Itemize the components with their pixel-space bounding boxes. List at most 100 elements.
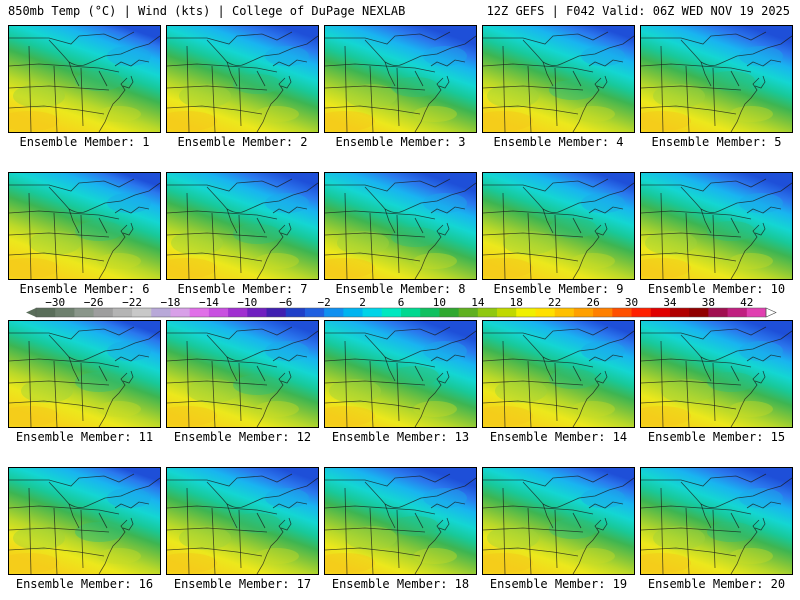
ensemble-member-label: Ensemble Member: 14: [489, 430, 628, 444]
temperature-map: [9, 321, 160, 427]
colorbar-swatch: [420, 308, 440, 317]
colorbar-tick-label: −30: [45, 296, 65, 309]
colorbar-swatch: [208, 308, 229, 317]
colorbar-swatch: [727, 308, 748, 317]
ensemble-map-panel: [482, 320, 635, 428]
colorbar-swatch: [477, 308, 498, 317]
colorbar-swatch: [516, 308, 536, 317]
colorbar-tick-label: −14: [199, 296, 219, 309]
temperature-map: [641, 468, 792, 574]
colorbar-swatch: [593, 308, 613, 317]
colorbar-tick-label: 22: [548, 296, 561, 309]
colorbar-swatch: [631, 308, 652, 317]
colorbar-swatch: [381, 308, 402, 317]
temperature-map: [9, 173, 160, 279]
colorbar-tick-label: −2: [318, 296, 331, 309]
colorbar-swatch: [170, 308, 191, 317]
colorbar-swatch: [247, 308, 268, 317]
ensemble-map-panel: [324, 172, 477, 280]
colorbar-swatch: [189, 308, 210, 317]
ensemble-member-label: Ensemble Member: 9: [493, 282, 624, 296]
colorbar-tick-label: 30: [625, 296, 638, 309]
ensemble-map-panel: [482, 172, 635, 280]
ensemble-member-label: Ensemble Member: 8: [335, 282, 466, 296]
ensemble-map-panel: [640, 172, 793, 280]
ensemble-member-label: Ensemble Member: 11: [15, 430, 154, 444]
colorbar-swatch: [554, 308, 575, 317]
ensemble-member-label: Ensemble Member: 1: [19, 135, 150, 149]
temperature-map: [483, 26, 634, 132]
ensemble-map-panel: [166, 25, 319, 133]
ensemble-map-panel: [166, 320, 319, 428]
temperature-map: [483, 173, 634, 279]
ensemble-member-label: Ensemble Member: 3: [335, 135, 466, 149]
temperature-map: [9, 26, 160, 132]
colorbar-tick-label: 42: [740, 296, 753, 309]
ensemble-map-panel: [166, 172, 319, 280]
colorbar-swatch: [132, 308, 152, 317]
temperature-map: [483, 468, 634, 574]
colorbar-tick-label: 6: [398, 296, 405, 309]
ensemble-map-panel: [640, 25, 793, 133]
ensemble-member-label: Ensemble Member: 18: [331, 577, 470, 591]
colorbar-swatch: [573, 308, 594, 317]
ensemble-map-panel: [8, 320, 161, 428]
ensemble-member-label: Ensemble Member: 20: [647, 577, 786, 591]
ensemble-member-label: Ensemble Member: 6: [19, 282, 150, 296]
colorbar-swatch: [689, 308, 709, 317]
ensemble-map-panel: [640, 320, 793, 428]
ensemble-member-label: Ensemble Member: 2: [177, 135, 308, 149]
temperature-map: [167, 468, 318, 574]
colorbar-swatch: [497, 308, 517, 317]
colorbar-swatch: [650, 308, 671, 317]
temperature-map: [167, 26, 318, 132]
ensemble-member-label: Ensemble Member: 10: [647, 282, 786, 296]
ensemble-member-label: Ensemble Member: 5: [651, 135, 782, 149]
ensemble-member-label: Ensemble Member: 16: [15, 577, 154, 591]
map-title: 850mb Temp (°C) | Wind (kts) | College o…: [8, 4, 406, 18]
colorbar-swatch: [669, 308, 690, 317]
ensemble-map-panel: [482, 467, 635, 575]
colorbar-tick-label: 14: [471, 296, 485, 309]
ensemble-map-panel: [166, 467, 319, 575]
ensemble-member-label: Ensemble Member: 12: [173, 430, 312, 444]
colorbar-swatch: [74, 308, 95, 317]
colorbar-tick-label: −18: [161, 296, 181, 309]
temperature-map: [325, 468, 476, 574]
colorbar-tick-label: 26: [586, 296, 599, 309]
colorbar-swatch: [458, 308, 479, 317]
ensemble-member-label: Ensemble Member: 7: [177, 282, 308, 296]
temperature-map: [325, 26, 476, 132]
ensemble-map-panel: [8, 172, 161, 280]
colorbar-swatch: [343, 308, 364, 317]
temperature-map: [641, 173, 792, 279]
colorbar-swatch: [93, 308, 114, 317]
colorbar-swatch: [151, 308, 171, 317]
colorbar-tick-label: 2: [359, 296, 366, 309]
temperature-colorbar: −30 −26 −22 −18 −14 −10 −6 −2 2 6 10 14 18 22 26 30 34 38…: [26, 296, 777, 318]
colorbar-swatch: [55, 308, 75, 317]
colorbar-swatch: [401, 308, 421, 317]
model-run-info: 12Z GEFS | F042 Valid: 06Z WED NOV 19 20…: [486, 4, 790, 18]
colorbar-min-arrow: [26, 308, 36, 317]
colorbar-swatch: [266, 308, 287, 317]
colorbar-swatch: [285, 308, 306, 317]
colorbar-tick-label: −26: [84, 296, 104, 309]
ensemble-member-label: Ensemble Member: 17: [173, 577, 312, 591]
temperature-map: [483, 321, 634, 427]
ensemble-map-panel: [8, 467, 161, 575]
colorbar-tick-label: −10: [237, 296, 257, 309]
colorbar-tick-label: 38: [702, 296, 715, 309]
colorbar-tick-label: −6: [279, 296, 292, 309]
colorbar-swatch: [36, 308, 56, 317]
colorbar-swatch: [324, 308, 344, 317]
ensemble-map-panel: [324, 25, 477, 133]
ensemble-map-panel: [324, 467, 477, 575]
temperature-map: [641, 26, 792, 132]
colorbar-tick-label: 18: [510, 296, 523, 309]
colorbar-swatch: [304, 308, 325, 317]
temperature-map: [325, 173, 476, 279]
colorbar-swatch: [112, 308, 133, 317]
colorbar-tick-label: 34: [663, 296, 677, 309]
colorbar-swatch: [746, 308, 767, 317]
